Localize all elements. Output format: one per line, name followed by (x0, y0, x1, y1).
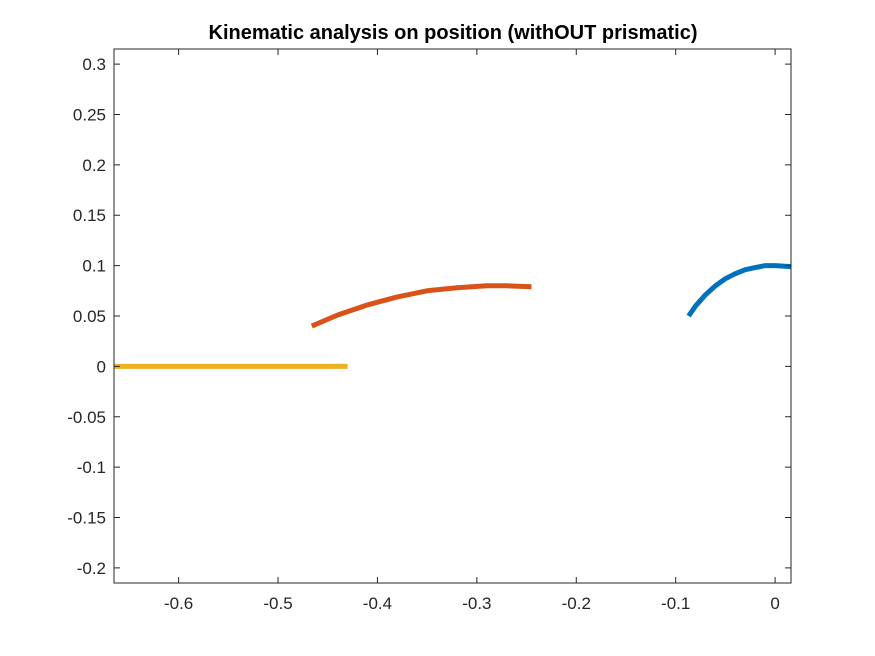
y-tick-label: -0.05 (67, 408, 106, 427)
y-tick-label: -0.2 (77, 559, 106, 578)
y-tick-label: 0.3 (82, 55, 106, 74)
x-tick-label: -0.5 (263, 594, 292, 613)
y-tick-label: 0.15 (73, 206, 106, 225)
x-tick-label: -0.6 (164, 594, 193, 613)
x-tick-label: -0.4 (363, 594, 392, 613)
x-tick-label: -0.2 (562, 594, 591, 613)
chart-title: Kinematic analysis on position (withOUT … (209, 22, 698, 44)
x-tick-label: -0.1 (661, 594, 690, 613)
axes-layer: -0.6 -0.5 -0.4 -0.3 -0.2 -0.1 0 0.3 0.25 0.2 0.15 0… (67, 49, 791, 613)
x-tick-label: -0.3 (462, 594, 491, 613)
y-tick-label: 0.05 (73, 307, 106, 326)
plot-area (114, 49, 791, 583)
y-tick-label: -0.1 (77, 458, 106, 477)
x-tick-label: 0 (770, 594, 779, 613)
y-tick-label: 0.1 (82, 257, 106, 276)
series-layer (114, 263, 792, 369)
series-line-1 (686, 263, 792, 318)
y-tick-label: -0.15 (67, 509, 106, 528)
axes-box (113, 48, 792, 584)
y-tick-label: 0.25 (73, 105, 106, 124)
y-tick-label: 0 (97, 357, 106, 376)
y-tick-label: 0.2 (82, 156, 106, 175)
series-line-2 (310, 283, 532, 329)
